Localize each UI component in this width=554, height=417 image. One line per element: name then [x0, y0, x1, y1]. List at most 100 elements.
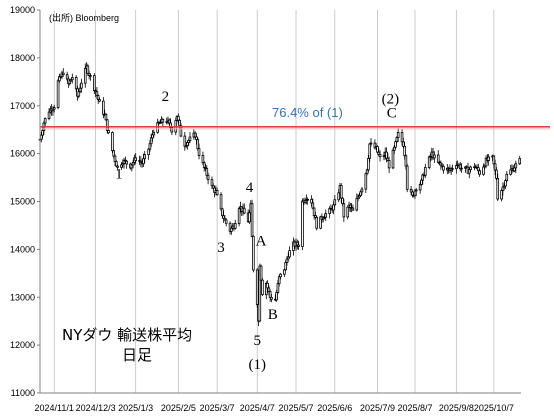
candle-body	[311, 202, 315, 209]
x-tick-label: 2025/6/6	[317, 403, 352, 413]
candle-body	[283, 269, 286, 275]
candle-body	[177, 115, 180, 121]
candle-body	[359, 191, 362, 196]
y-tick-label: 15000	[10, 197, 35, 207]
candle-body	[202, 162, 206, 168]
candle-body	[96, 95, 100, 100]
candle-body	[255, 269, 259, 305]
candle-body	[310, 198, 313, 204]
candle-body	[143, 154, 147, 160]
candle-body	[183, 135, 187, 147]
candle-body	[312, 207, 316, 216]
x-tick-label: 2024/11/1	[35, 403, 74, 413]
candle-body	[195, 136, 198, 140]
candle-body	[95, 91, 99, 97]
candle-body	[385, 151, 388, 159]
wave-label: A	[256, 234, 267, 250]
candle-body	[387, 160, 391, 169]
candle-body	[168, 119, 171, 124]
candle-body	[61, 72, 65, 76]
candle-body	[47, 111, 51, 120]
candle-body	[504, 180, 507, 187]
candle-body	[451, 168, 454, 170]
x-tick-label: 2025/5/7	[278, 403, 313, 413]
candle-body	[98, 99, 101, 102]
x-tick-label: 2025/3/7	[200, 403, 235, 413]
x-tick-label: 2025/7/9	[360, 403, 395, 413]
y-tick-label: 18000	[10, 53, 35, 63]
candle-body	[266, 282, 269, 289]
candle-body	[74, 77, 78, 90]
candle-body	[324, 213, 328, 218]
candle-body	[514, 163, 518, 169]
candle-body	[149, 137, 153, 145]
x-tick-label: 2025/1/3	[118, 403, 153, 413]
candle-body	[297, 244, 300, 247]
candle-body	[433, 154, 436, 159]
candle-body	[333, 199, 337, 206]
candle-body	[116, 165, 119, 168]
candle-body	[392, 146, 396, 151]
candle-body	[341, 197, 344, 205]
candle-body	[360, 188, 364, 193]
candle-body	[151, 134, 154, 139]
x-tick-label: 2025/2/5	[161, 403, 196, 413]
candle-body	[179, 125, 183, 137]
candle-body	[306, 198, 309, 201]
wave-label: C	[387, 106, 397, 122]
candle-body	[77, 91, 81, 97]
candle-body	[125, 160, 128, 165]
candle-body	[78, 87, 82, 93]
candle-body	[391, 149, 395, 169]
y-tick-label: 14000	[10, 244, 35, 254]
chart-title-line2: 日足	[122, 346, 152, 364]
candle-body	[215, 190, 219, 196]
candle-body	[296, 241, 299, 246]
candle-body	[259, 265, 263, 281]
candle-body	[482, 166, 485, 175]
candle-body	[107, 130, 110, 133]
candle-body	[501, 186, 505, 191]
candle-body	[112, 150, 116, 157]
candle-body	[111, 132, 114, 152]
candle-body	[83, 67, 87, 84]
candle-body	[206, 174, 210, 181]
candle-body	[505, 173, 509, 181]
candle-body	[65, 74, 69, 80]
candle-body	[233, 223, 237, 229]
candle-body	[161, 118, 165, 123]
candle-body	[268, 291, 272, 298]
candle-body	[52, 107, 56, 110]
candle-body	[252, 235, 255, 271]
candle-body	[41, 130, 44, 136]
candle-body	[368, 143, 372, 159]
wave-label: 1	[115, 167, 123, 183]
candle-layer	[38, 62, 522, 327]
candle-body	[250, 203, 254, 237]
candle-body	[113, 155, 117, 162]
candle-body	[104, 114, 108, 121]
candle-body	[56, 80, 60, 108]
candle-body	[285, 258, 289, 263]
candle-body	[148, 143, 152, 150]
wave-label: 3	[217, 240, 225, 256]
candle-body	[130, 164, 134, 169]
candle-body	[496, 178, 500, 200]
candle-body	[495, 169, 498, 179]
candle-body	[152, 131, 156, 136]
candle-body	[279, 273, 282, 278]
candle-body	[205, 168, 209, 176]
x-tick-label: 2025/4/7	[240, 403, 275, 413]
candle-body	[411, 191, 414, 196]
x-tick-label: 2025/9/8	[439, 403, 474, 413]
candle-body	[224, 219, 228, 224]
candle-body	[365, 169, 369, 175]
x-tick-label: 2025/8/7	[397, 403, 432, 413]
candle-body	[409, 188, 413, 193]
x-tick-label: 2025/10/7	[474, 403, 514, 413]
candle-body	[518, 158, 522, 165]
candle-body	[284, 262, 287, 271]
y-tick-label: 16000	[10, 149, 35, 159]
